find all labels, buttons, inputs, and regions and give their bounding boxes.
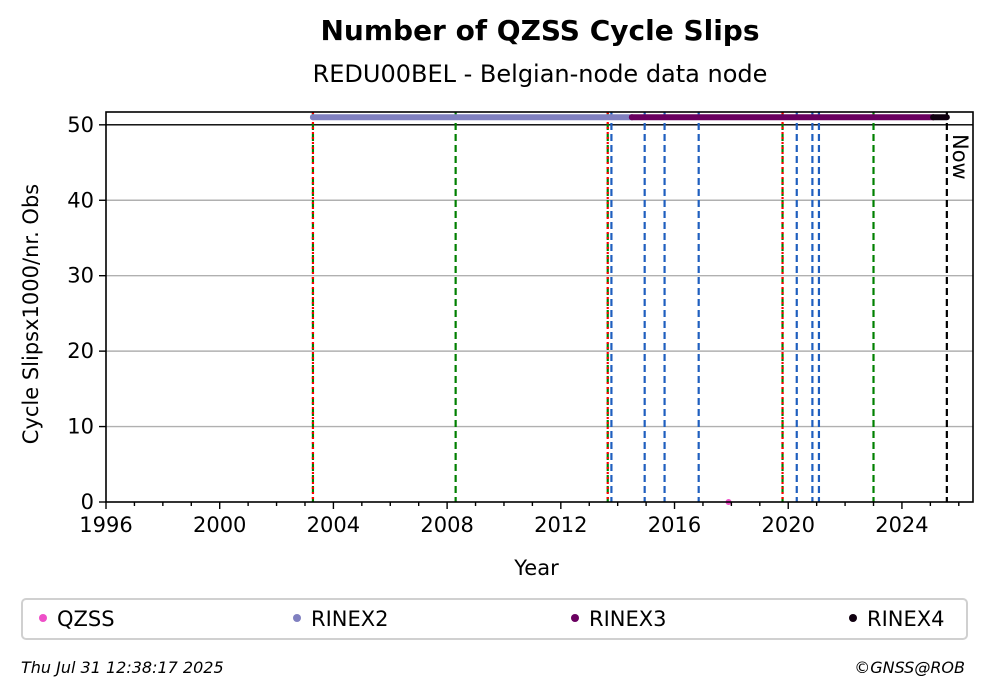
series-band-start-rinex4 (930, 114, 937, 121)
legend-item-qzss: QZSS (39, 607, 115, 631)
legend-marker-rinex4 (849, 614, 857, 622)
x-tick-label-2016: 2016 (648, 513, 701, 537)
chart-title: Number of QZSS Cycle Slips (320, 14, 760, 47)
y-tick-label-20: 20 (67, 339, 94, 363)
x-tick-label-2000: 2000 (193, 513, 246, 537)
x-tick-label-1996: 1996 (79, 513, 132, 537)
series-band-start-rinex2 (309, 114, 316, 121)
y-tick-label-30: 30 (67, 264, 94, 288)
y-tick-label-0: 0 (81, 490, 94, 514)
legend: QZSS RINEX2 RINEX3 RINEX4 (21, 598, 968, 640)
y-tick-label-40: 40 (67, 188, 94, 212)
legend-item-rinex4: RINEX4 (849, 607, 945, 631)
x-tick-label-2008: 2008 (420, 513, 473, 537)
legend-marker-qzss (39, 614, 47, 622)
x-tick-label-2020: 2020 (762, 513, 815, 537)
y-axis-label: Cycle Slipsx1000/nr. Obs (19, 184, 43, 444)
x-axis-label: Year (513, 556, 559, 580)
legend-marker-rinex3 (571, 614, 579, 622)
legend-label-qzss: QZSS (57, 607, 115, 631)
series-band-start-rinex3 (628, 114, 635, 121)
chart-subtitle: REDU00BEL - Belgian-node data node (312, 60, 768, 88)
legend-item-rinex2: RINEX2 (293, 607, 389, 631)
now-label: Now (948, 134, 972, 180)
y-tick-label-10: 10 (67, 415, 94, 439)
y-tick-label-50: 50 (67, 113, 94, 137)
footer-timestamp: Thu Jul 31 12:38:17 2025 (21, 658, 224, 677)
legend-item-rinex3: RINEX3 (571, 607, 667, 631)
legend-label-rinex4: RINEX4 (867, 607, 945, 631)
legend-label-rinex3: RINEX3 (589, 607, 667, 631)
x-tick-label-2024: 2024 (875, 513, 928, 537)
legend-marker-rinex2 (293, 614, 301, 622)
x-tick-label-2012: 2012 (534, 513, 587, 537)
x-tick-label-2004: 2004 (307, 513, 360, 537)
footer-credit: ©GNSS@ROB (854, 658, 965, 677)
plot-frame (105, 111, 974, 503)
legend-label-rinex2: RINEX2 (311, 607, 389, 631)
